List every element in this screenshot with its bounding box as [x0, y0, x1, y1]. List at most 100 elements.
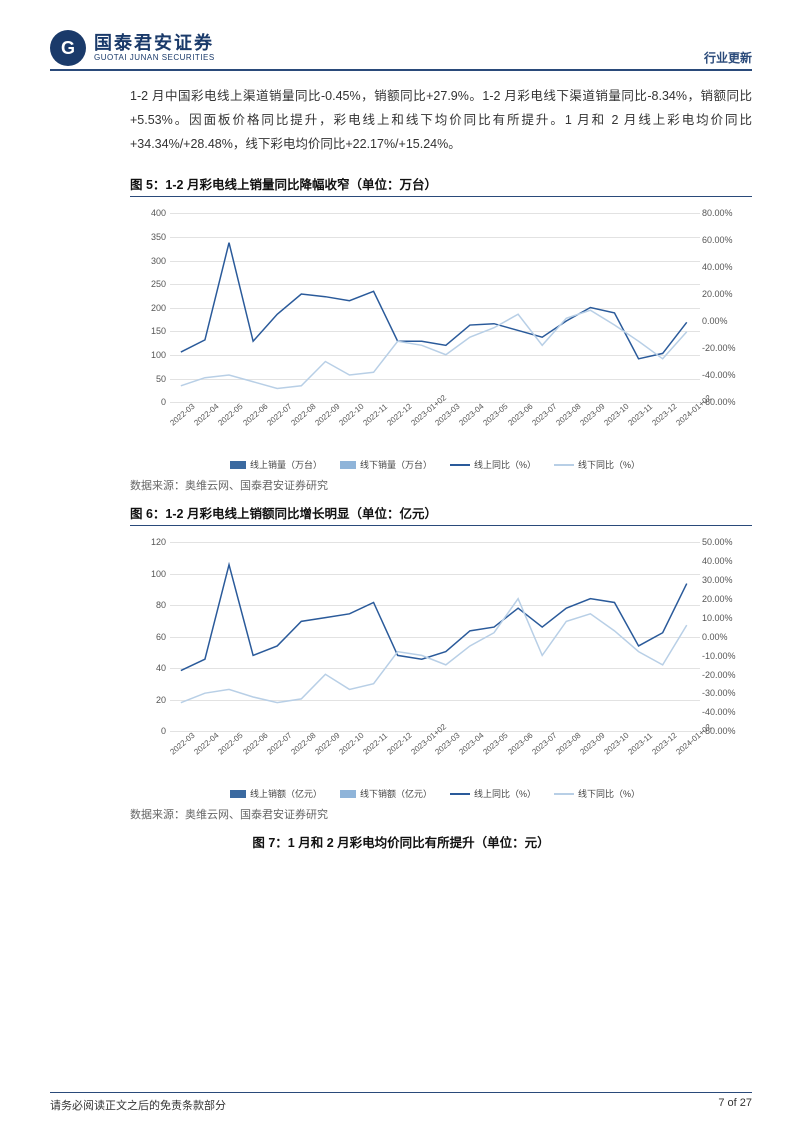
- x-axis-label: 2023-05: [482, 402, 510, 428]
- x-axis-label: 2022-03: [169, 402, 197, 428]
- y-right-label: 20.00%: [702, 289, 748, 299]
- y-right-label: 0.00%: [702, 632, 748, 642]
- y-left-label: 0: [140, 397, 166, 407]
- y-right-label: -20.00%: [702, 670, 748, 680]
- y-right-label: 40.00%: [702, 556, 748, 566]
- y-right-label: 80.00%: [702, 208, 748, 218]
- x-axis-label: 2023-08: [554, 731, 582, 757]
- logo-en: GUOTAI JUNAN SECURITIES: [94, 54, 215, 63]
- chart-legend: 线上销量（万台） 线下销量（万台） 线上同比（%） 线下同比（%）: [170, 458, 700, 471]
- y-right-label: 40.00%: [702, 262, 748, 272]
- chart-5: 050100150200250300350400-60.00%-40.00%-2…: [130, 203, 750, 473]
- x-axis-label: 2023-12: [650, 402, 678, 428]
- x-axis-label: 2022-05: [217, 402, 245, 428]
- page-footer: 请务必阅读正文之后的免责条款部分 7 of 27: [50, 1092, 752, 1113]
- y-left-label: 150: [140, 326, 166, 336]
- x-axis-label: 2023-08: [554, 402, 582, 428]
- figure-5-title: 图 5：1-2 月彩电线上销量同比降幅收窄（单位：万台）: [130, 174, 752, 197]
- x-axis-label: 2023-09: [578, 402, 606, 428]
- x-axis-label: 2023-07: [530, 402, 558, 428]
- y-right-label: -30.00%: [702, 688, 748, 698]
- logo-text: 国泰君安证券 GUOTAI JUNAN SECURITIES: [94, 34, 215, 63]
- y-left-label: 350: [140, 232, 166, 242]
- x-axis-label: 2023-07: [530, 731, 558, 757]
- y-right-label: -40.00%: [702, 707, 748, 717]
- legend-label: 线下同比（%）: [578, 458, 640, 471]
- figure-5: 图 5：1-2 月彩电线上销量同比降幅收窄（单位：万台） 0 50 100 150 20…: [130, 174, 752, 493]
- footer-page-number: 7 of 27: [718, 1097, 752, 1113]
- x-axis-label: 2022-11: [361, 731, 389, 756]
- figure-6: 图 6：1-2 月彩电线上销额同比增长明显（单位：亿元） 0 20 40 60 80 10…: [130, 503, 752, 822]
- figure-7-title: 图 7：1 月和 2 月彩电均价同比有所提升（单位：元）: [252, 832, 549, 851]
- x-axis-label: 2022-03: [169, 731, 197, 757]
- x-axis-label: 2022-09: [313, 731, 341, 757]
- legend-label: 线下销量（万台）: [360, 458, 432, 471]
- x-axis-label: 2022-12: [385, 402, 413, 428]
- x-axis-label: 2022-09: [313, 402, 341, 428]
- header-section-label: 行业更新: [704, 49, 752, 66]
- x-axis-label: 2023-05: [482, 731, 510, 757]
- x-axis-label: 2022-12: [385, 731, 413, 757]
- x-axis-label: 2022-07: [265, 731, 293, 757]
- y-left-label: 40: [140, 663, 166, 673]
- y-left-label: 100: [140, 569, 166, 579]
- x-axis-label: 2022-10: [337, 731, 365, 757]
- y-left-label: 20: [140, 695, 166, 705]
- chart-legend: 线上销额（亿元）线下销额（亿元）线上同比（%）线下同比（%）: [170, 787, 700, 800]
- logo-cn: 国泰君安证券: [94, 34, 215, 54]
- x-axis-label: 2023-06: [506, 731, 534, 757]
- y-right-label: 10.00%: [702, 613, 748, 623]
- y-left-label: 0: [140, 726, 166, 736]
- x-axis-label: 2022-04: [193, 731, 221, 757]
- y-left-label: 300: [140, 256, 166, 266]
- y-left-label: 120: [140, 537, 166, 547]
- legend-label: 线上销量（万台）: [250, 458, 322, 471]
- y-right-label: 20.00%: [702, 594, 748, 604]
- x-axis-label: 2023-04: [458, 731, 486, 757]
- x-axis-label: 2022-07: [265, 402, 293, 428]
- y-right-label: 50.00%: [702, 537, 748, 547]
- y-left-label: 80: [140, 600, 166, 610]
- figure-7: 图 7：1 月和 2 月彩电均价同比有所提升（单位：元）: [50, 832, 752, 851]
- y-right-label: 60.00%: [702, 235, 748, 245]
- y-left-label: 60: [140, 632, 166, 642]
- y-right-label: -10.00%: [702, 651, 748, 661]
- figure-5-source: 数据来源：奥维云网、国泰君安证券研究: [130, 477, 752, 493]
- y-right-label: -20.00%: [702, 343, 748, 353]
- x-axis-label: 2023-04: [458, 402, 486, 428]
- x-axis-label: 2023-11: [626, 402, 654, 427]
- x-axis-label: 2022-10: [337, 402, 365, 428]
- x-axis-label: 2022-11: [361, 402, 389, 427]
- logo-icon: G: [50, 30, 86, 66]
- x-axis-label: 2022-08: [289, 731, 317, 757]
- y-left-label: 200: [140, 303, 166, 313]
- logo-block: G 国泰君安证券 GUOTAI JUNAN SECURITIES: [50, 30, 215, 66]
- page-header: G 国泰君安证券 GUOTAI JUNAN SECURITIES 行业更新: [50, 30, 752, 71]
- x-axis-label: 2023-09: [578, 731, 606, 757]
- x-axis-label: 2022-06: [241, 731, 269, 757]
- y-right-label: 30.00%: [702, 575, 748, 585]
- y-left-label: 400: [140, 208, 166, 218]
- x-axis-label: 2022-08: [289, 402, 317, 428]
- legend-label: 线下销额（亿元）: [360, 787, 432, 800]
- figure-6-title: 图 6：1-2 月彩电线上销额同比增长明显（单位：亿元）: [130, 503, 752, 526]
- x-axis-label: 2023-10: [602, 402, 630, 428]
- y-left-label: 50: [140, 374, 166, 384]
- x-axis-label: 2023-11: [626, 731, 654, 756]
- x-axis-label: 2022-06: [241, 402, 269, 428]
- y-right-label: -40.00%: [702, 370, 748, 380]
- legend-label: 线上同比（%）: [474, 787, 536, 800]
- x-axis-label: 2023-10: [602, 731, 630, 757]
- y-left-label: 250: [140, 279, 166, 289]
- x-axis-label: 2022-05: [217, 731, 245, 757]
- legend-label: 线上销额（亿元）: [250, 787, 322, 800]
- footer-disclaimer: 请务必阅读正文之后的免责条款部分: [50, 1097, 226, 1113]
- y-right-label: 0.00%: [702, 316, 748, 326]
- legend-label: 线上同比（%）: [474, 458, 536, 471]
- x-axis-label: 2023-06: [506, 402, 534, 428]
- summary-paragraph: 1-2 月中国彩电线上渠道销量同比-0.45%，销额同比+27.9%。1-2 月…: [130, 85, 752, 156]
- chart-6: 020406080100120-50.00%-40.00%-30.00%-20.…: [130, 532, 750, 802]
- x-axis-label: 2023-12: [650, 731, 678, 757]
- x-axis-label: 2022-04: [193, 402, 221, 428]
- y-left-label: 100: [140, 350, 166, 360]
